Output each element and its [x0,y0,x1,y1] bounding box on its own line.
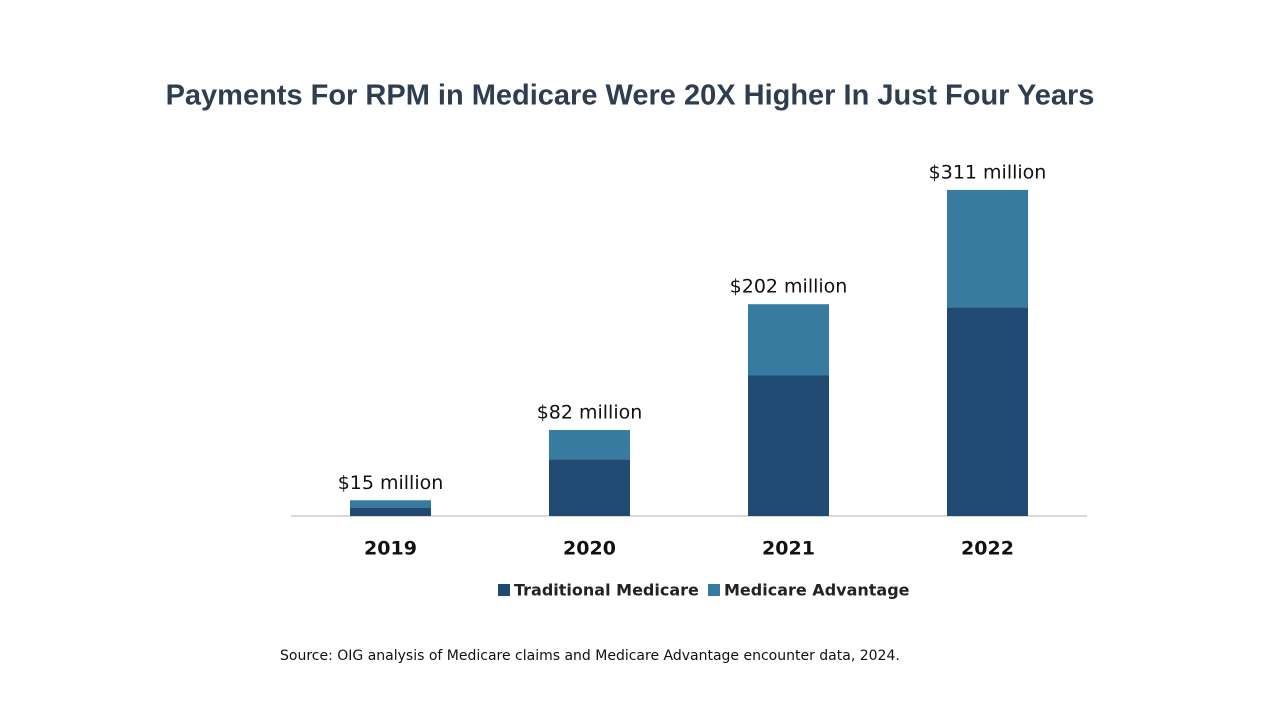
bar-segment [947,307,1028,516]
bar-segment [947,189,1028,308]
bar-segment [549,430,630,460]
x-tick-label: 2019 [364,538,417,560]
source-note: Source: OIG analysis of Medicare claims … [280,648,900,664]
total-label: $202 million [730,276,848,298]
x-tick-label: 2022 [961,538,1014,560]
x-tick-label: 2021 [762,538,815,560]
legend-label: Medicare Advantage [724,581,910,600]
chart-title: Payments For RPM in Medicare Were 20X Hi… [166,80,1095,112]
bar-segment [549,459,630,516]
x-tick-label: 2020 [563,538,616,560]
bar-segment [748,375,829,516]
legend-swatch [498,584,510,596]
legend-swatch [708,584,720,596]
total-label: $15 million [338,472,444,494]
bar-segment [350,500,431,508]
bar-segment [350,507,431,516]
total-label: $311 million [929,161,1047,183]
bar-segment [748,304,829,376]
total-label: $82 million [537,402,643,424]
legend-label: Traditional Medicare [514,581,699,600]
